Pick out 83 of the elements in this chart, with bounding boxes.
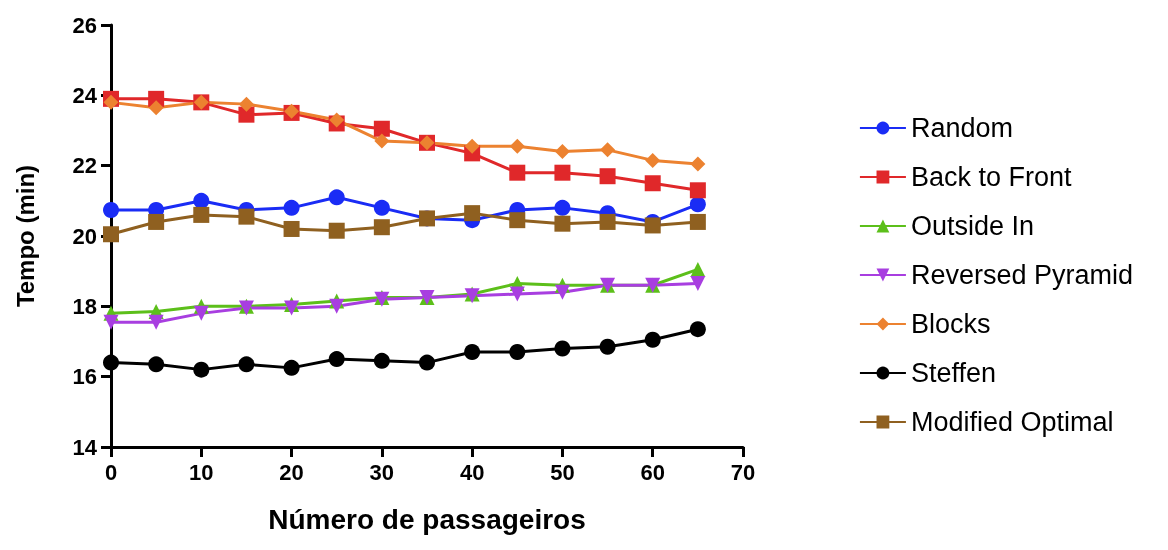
point [689,321,706,338]
point [464,138,480,154]
point [554,215,571,232]
point [238,356,255,373]
legend-label: Steffen [910,358,996,388]
y-tick-label: 20 [72,223,97,249]
legend-label: Outside In [910,211,1034,241]
y-tick-label: 24 [72,82,98,108]
x-tick-label: 70 [730,459,756,485]
x-tick-label: 40 [459,459,485,485]
point [554,164,571,181]
point [600,142,616,158]
x-tick-label: 60 [640,459,665,485]
point [689,182,706,199]
point [689,213,706,230]
point [103,354,119,371]
point [193,206,210,223]
point [193,305,209,321]
point [148,213,165,230]
point [373,219,390,236]
point [509,344,526,361]
x-tick-label: 10 [189,459,214,485]
point [690,275,706,291]
point [509,164,526,181]
point [103,94,119,110]
point [644,175,661,192]
point [373,120,390,137]
point [690,156,706,172]
y-tick-label: 26 [72,12,97,38]
point [238,106,255,123]
point [509,286,525,302]
point [148,356,165,373]
point [644,217,661,234]
point [283,359,300,376]
point [373,199,390,216]
point [328,222,345,239]
y-tick-label: 16 [72,364,97,390]
point [329,112,345,128]
point [419,354,435,371]
point [193,361,210,378]
point [283,220,300,237]
point [599,168,616,185]
legend-label: Modified Optimal [910,407,1114,437]
point [283,199,300,216]
x-tick-label: 50 [550,459,575,485]
y-tick-label: 18 [72,293,97,319]
point [509,138,525,154]
point [103,226,119,243]
point [554,284,570,300]
point [599,213,616,230]
x-tick-label: 30 [369,459,395,485]
point [554,144,570,160]
y-axis-title: Tempo (min) [11,164,39,308]
point [193,192,210,209]
point [373,352,390,369]
y-tick-label: 14 [72,434,98,460]
point [464,205,481,222]
point [148,100,164,116]
point [645,152,661,168]
point [554,340,571,357]
point [464,344,481,361]
point [554,199,571,216]
legend-label: Blocks [910,309,991,339]
point [328,189,345,206]
point [238,96,254,112]
point [509,212,526,229]
point [329,298,345,314]
x-axis-title: Número de passageiros [268,503,586,535]
y-tick-label: 22 [72,153,97,179]
x-tick-label: 20 [279,459,304,485]
point [689,196,706,213]
x-tick-label: 0 [104,459,118,485]
point [103,314,119,330]
point [374,133,390,149]
point [238,208,255,225]
point [148,314,164,330]
point [644,331,661,348]
legend-label: Reversed Pyramid [910,260,1133,290]
point [328,351,345,368]
point [103,201,119,218]
point [599,338,616,355]
legend-label: Back to Front [910,162,1072,192]
legend-label: Random [910,113,1013,143]
